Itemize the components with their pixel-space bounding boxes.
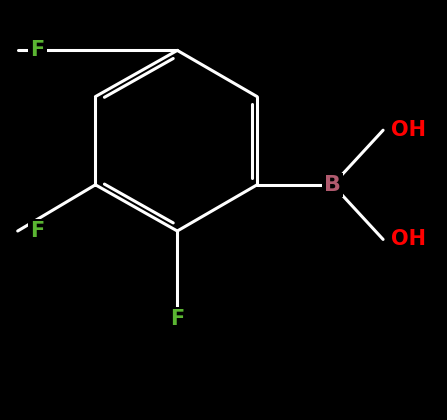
Text: OH: OH [392, 229, 426, 249]
Text: F: F [30, 40, 45, 60]
Text: F: F [30, 221, 45, 241]
Text: F: F [170, 309, 185, 329]
Text: OH: OH [392, 120, 426, 140]
Text: B: B [324, 175, 341, 195]
